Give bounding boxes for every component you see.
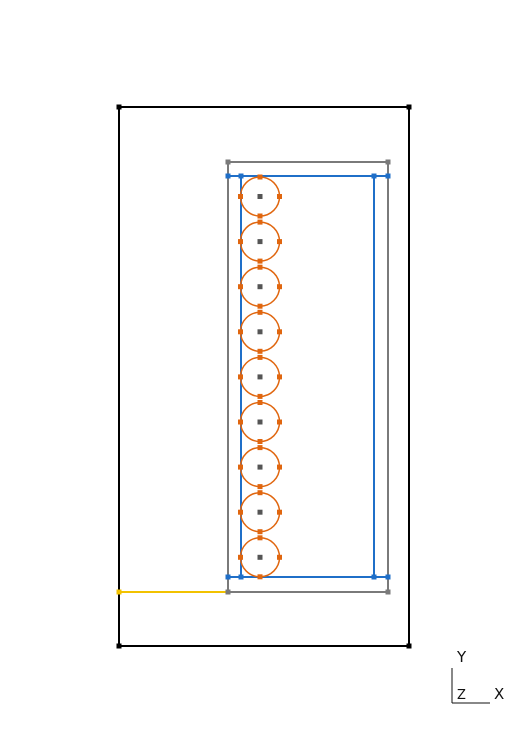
circle-feature[interactable] [238,490,282,535]
circle-quadrant-point[interactable] [277,419,282,425]
blue-vertex[interactable] [385,173,391,179]
circle-quadrant-point[interactable] [277,464,282,470]
blue-vertex[interactable] [371,173,377,179]
yellow-line-group[interactable] [116,589,229,595]
circle-quadrant-point[interactable] [238,374,243,380]
circle-quadrant-point[interactable] [277,329,282,335]
circle-quadrant-point[interactable] [238,284,243,290]
outer-frame-vertex[interactable] [406,643,412,649]
circle-quadrant-point[interactable] [257,400,263,405]
gray-outline-rect [227,161,389,593]
circle-quadrant-point[interactable] [277,554,282,560]
circle-quadrant-point[interactable] [257,529,263,535]
circle-center-point[interactable] [257,239,263,245]
gray-outline-vertex[interactable] [385,589,391,595]
circle-feature[interactable] [238,174,282,219]
circle-quadrant-point[interactable] [238,464,243,470]
circle-center-point[interactable] [257,284,263,290]
circle-quadrant-point[interactable] [238,509,243,515]
circle-feature[interactable] [238,354,282,399]
outer-frame-vertex[interactable] [116,643,122,649]
circle-quadrant-point[interactable] [257,213,263,219]
circle-quadrant-point[interactable] [238,239,243,245]
circle-quadrant-point[interactable] [257,439,263,444]
circle-quadrant-point[interactable] [257,309,263,315]
circle-quadrant-point[interactable] [238,554,243,560]
circle-center-point[interactable] [257,554,263,560]
circle-quadrant-point[interactable] [277,194,282,199]
circle-quadrant-point[interactable] [277,284,282,290]
axis-triad: Y Z X [451,648,504,704]
axis-z-label: Z [457,688,466,703]
circle-quadrant-point[interactable] [257,258,263,264]
circle-quadrant-point[interactable] [257,219,263,225]
circle-feature[interactable] [238,400,282,444]
circle-quadrant-point[interactable] [257,445,263,451]
circle-quadrant-point[interactable] [257,174,263,180]
circle-quadrant-point[interactable] [238,419,243,425]
gray-outline-vertex[interactable] [225,159,231,165]
outer-frame[interactable] [116,104,412,649]
outer-frame-rect [118,106,410,647]
blue-vertex[interactable] [225,173,231,179]
circle-center-point[interactable] [257,374,263,380]
circle-center-point[interactable] [257,419,263,425]
gray-outline-vertex[interactable] [225,589,231,595]
circle-center-point[interactable] [257,509,263,515]
circle-column[interactable] [238,174,282,580]
circle-quadrant-point[interactable] [277,374,282,380]
circle-quadrant-point[interactable] [257,348,263,354]
axis-y-label: Y [456,648,467,666]
circle-center-point[interactable] [257,329,263,335]
blue-vertex[interactable] [238,574,244,580]
axis-x-label: X [494,685,504,703]
blue-vertex[interactable] [225,574,231,580]
blue-vertex[interactable] [238,173,244,179]
circle-quadrant-point[interactable] [257,484,263,490]
circle-feature[interactable] [238,264,282,309]
circle-quadrant-point[interactable] [257,574,263,580]
circle-feature[interactable] [238,535,282,580]
blue-outline[interactable] [225,173,391,580]
circle-quadrant-point[interactable] [277,509,282,515]
circle-feature[interactable] [238,309,282,354]
yellow-line-endpoint[interactable] [116,589,122,595]
circle-feature[interactable] [238,445,282,490]
circle-feature[interactable] [238,219,282,264]
circle-quadrant-point[interactable] [257,303,263,309]
blue-vertex[interactable] [371,574,377,580]
gray-outline-vertex[interactable] [385,159,391,165]
circle-center-point[interactable] [257,194,263,199]
circle-quadrant-point[interactable] [238,194,243,199]
circle-quadrant-point[interactable] [257,490,263,496]
gray-outline[interactable] [225,159,391,595]
circle-quadrant-point[interactable] [257,354,263,360]
circle-quadrant-point[interactable] [257,535,263,541]
outer-frame-vertex[interactable] [406,104,412,110]
circle-center-point[interactable] [257,464,263,470]
circle-quadrant-point[interactable] [257,393,263,399]
circle-quadrant-point[interactable] [238,329,243,335]
outer-frame-vertex[interactable] [116,104,122,110]
circle-quadrant-point[interactable] [257,264,263,270]
circle-quadrant-point[interactable] [277,239,282,245]
blue-vertex[interactable] [385,574,391,580]
